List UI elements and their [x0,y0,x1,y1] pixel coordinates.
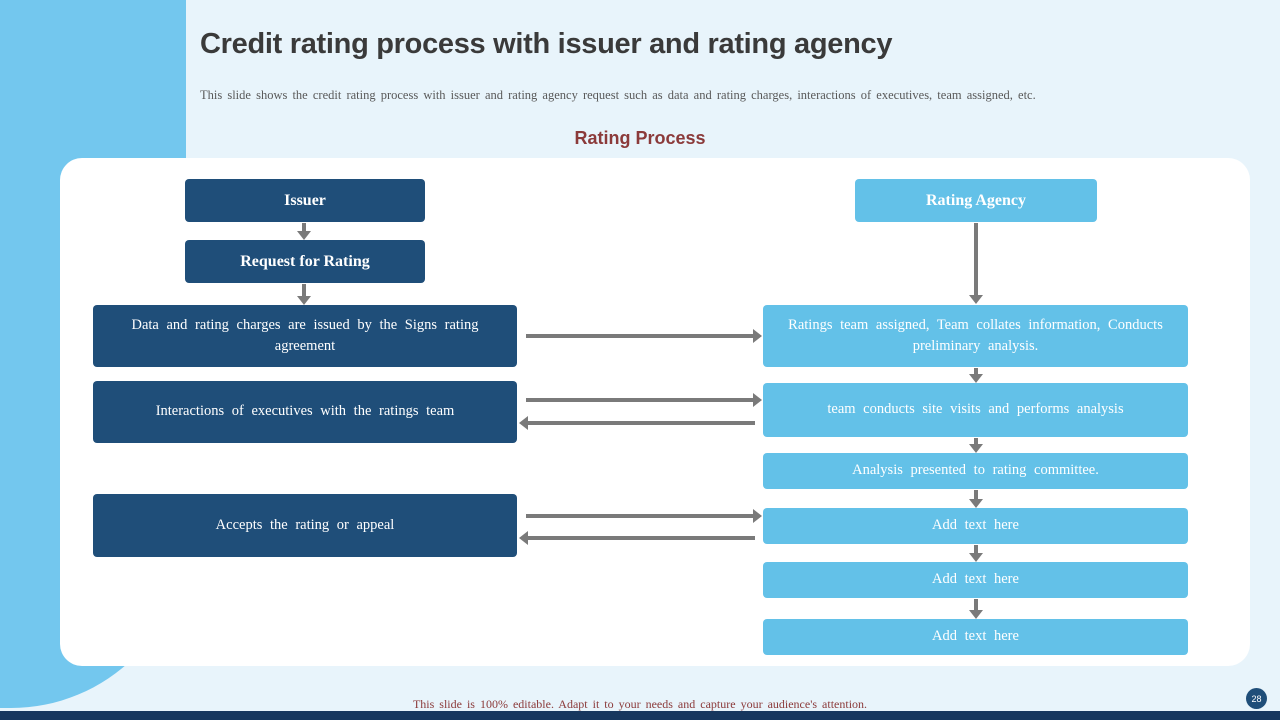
down-arrow-icon [969,490,983,508]
down-arrow-icon [969,368,983,383]
issuer-step-box: Accepts the rating or appeal [93,494,517,557]
down-arrow-icon [969,599,983,619]
left-arrow-icon [519,531,755,545]
issuer-header-box: Issuer [185,179,425,222]
right-arrow-icon [526,509,762,523]
slide-title: Credit rating process with issuer and ra… [200,28,893,60]
request-for-rating-box: Request for Rating [185,240,425,283]
left-arrow-icon [519,416,755,430]
down-arrow-icon [297,223,311,240]
issuer-step-box: Interactions of executives with the rati… [93,381,517,443]
agency-step-box: Add text here [763,562,1188,598]
diagram-heading: Rating Process [574,128,706,148]
down-arrow-icon [297,284,311,305]
agency-step-box: Analysis presented to rating committee. [763,453,1188,489]
down-arrow-icon [969,438,983,453]
page-number-badge: 28 [1246,688,1267,709]
agency-step-box: team conducts site visits and performs a… [763,383,1188,437]
agency-header-box: Rating Agency [855,179,1097,222]
issuer-step-box: Data and rating charges are issued by th… [93,305,517,367]
down-arrow-icon [969,223,983,304]
agency-step-box: Add text here [763,508,1188,544]
agency-step-box: Ratings team assigned, Team collates inf… [763,305,1188,367]
footer-note: This slide is 100% editable. Adapt it to… [412,697,868,711]
bottom-strip [0,711,1280,720]
down-arrow-icon [969,545,983,562]
slide-subtitle: This slide shows the credit rating proce… [200,88,1036,102]
right-arrow-icon [526,393,762,407]
agency-step-box: Add text here [763,619,1188,655]
right-arrow-icon [526,329,762,343]
